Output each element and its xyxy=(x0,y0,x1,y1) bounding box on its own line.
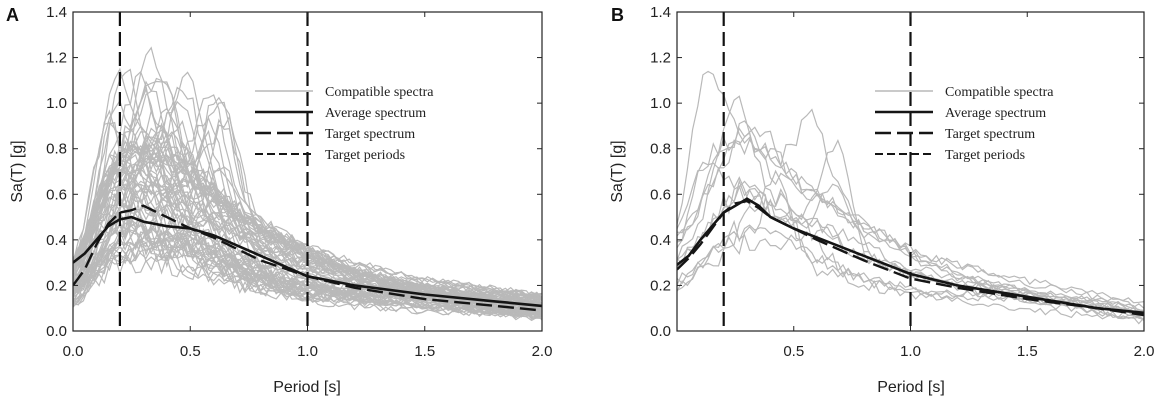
x-tick-label: 2.0 xyxy=(1134,343,1155,360)
x-axis-label: Period [s] xyxy=(877,379,945,396)
panel-label: A xyxy=(6,5,19,25)
legend-entry: Target spectrum xyxy=(945,127,1035,142)
legend-entry: Average spectrum xyxy=(325,106,426,121)
y-axis-label: Sa(T) [g] xyxy=(609,140,626,202)
y-tick-label: 1.0 xyxy=(46,95,67,112)
average-spectrum-line xyxy=(677,197,1144,315)
x-tick-label: 0.0 xyxy=(63,343,84,360)
y-tick-label: 1.0 xyxy=(650,95,671,112)
panel-b-chart: 0.0 0.2 0.4 0.6 0.8 1.0 1.2 1.4 0.5 1.0 1.5 2.0 Peri… xyxy=(609,4,1154,396)
target-spectrum-line xyxy=(677,199,1144,317)
legend-entry: Target periods xyxy=(945,148,1025,163)
target-spectrum-line xyxy=(73,204,542,312)
compatible-spectrum-line xyxy=(73,175,542,315)
panel-a-chart: 0.0 0.2 0.4 0.6 0.8 1.0 1.2 1.4 0.0 0.5 1.0 1.5 2.0 P… xyxy=(6,4,552,396)
compatible-spectrum-line xyxy=(677,169,1144,314)
y-tick-label: 0.0 xyxy=(46,323,67,340)
y-axis-label: Sa(T) [g] xyxy=(9,140,26,202)
y-tick-label: 0.8 xyxy=(46,141,67,158)
y-tick-label: 0.6 xyxy=(46,186,67,203)
y-tick-label: 1.4 xyxy=(46,4,67,21)
y-tick-label: 0.2 xyxy=(46,277,67,294)
compatible-spectrum-line xyxy=(73,86,542,297)
y-tick-label: 0.6 xyxy=(650,186,671,203)
y-tick-label: 1.2 xyxy=(46,50,67,67)
y-tick-label: 0.0 xyxy=(650,323,671,340)
compatible-spectrum-line xyxy=(677,95,1144,313)
x-tick-label: 1.5 xyxy=(1017,343,1038,360)
legend-entry: Target periods xyxy=(325,148,405,163)
y-tick-label: 1.4 xyxy=(650,4,671,21)
average-spectrum-line xyxy=(73,215,542,308)
legend: Compatible spectra Average spectrum Target… xyxy=(875,85,1054,163)
y-tick-label: 0.8 xyxy=(650,141,671,158)
y-tick-label: 0.2 xyxy=(650,277,671,294)
x-tick-label: 1.0 xyxy=(900,343,921,360)
legend: Compatible spectra Average spectrum Target… xyxy=(255,85,434,163)
legend-entry: Compatible spectra xyxy=(325,85,434,100)
x-tick-label: 1.0 xyxy=(297,343,318,360)
legend-entry: Compatible spectra xyxy=(945,85,1054,100)
y-tick-label: 1.2 xyxy=(650,50,671,67)
x-tick-label: 1.5 xyxy=(414,343,435,360)
compatible-spectrum-line xyxy=(73,70,542,298)
x-tick-label: 0.5 xyxy=(180,343,201,360)
legend-entry: Average spectrum xyxy=(945,106,1046,121)
compatible-spectrum-line xyxy=(677,183,1144,315)
x-axis-label: Period [s] xyxy=(273,379,341,396)
y-tick-label: 0.4 xyxy=(46,232,67,249)
x-tick-label: 2.0 xyxy=(532,343,553,360)
x-tick-label: 0.5 xyxy=(783,343,804,360)
y-tick-label: 0.4 xyxy=(650,232,671,249)
legend-entry: Target spectrum xyxy=(325,127,415,142)
panel-label: B xyxy=(611,5,624,25)
